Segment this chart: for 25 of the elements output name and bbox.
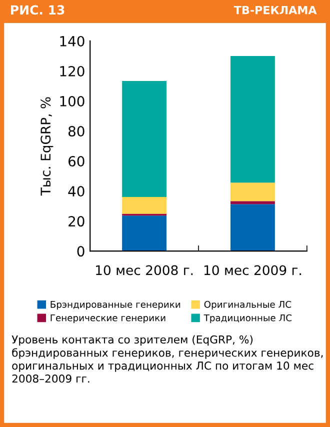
legend-label: Традиционные ЛС [204,314,292,324]
legend-label: Генерические генерики [50,314,166,324]
chart-subtitle: ТВ-РЕКЛАМА [234,6,317,14]
legend-label: Оригинальные ЛС [204,300,292,310]
bar [230,204,275,252]
bar [122,81,167,198]
y-tick-label: 80 [68,126,84,136]
y-tick-label: 140 [60,36,84,46]
y-tick-label: 100 [60,96,84,106]
y-tick-label: 120 [60,66,84,76]
bar [230,56,275,183]
y-tick-label: 20 [68,216,84,227]
y-axis-title: Тыс. EqGRP, % [40,97,54,196]
bar [122,197,167,214]
text: Уровень контакта со зрителем (EqGRP, %) брэндированных генериков, генерических генериков, оригинальных и традиционных ЛС по итогам 10 мес 2008–2009 гг. [12,335,323,383]
chart-title: РИС. 13 [11,5,64,15]
y-tick-label: 60 [68,156,84,167]
legend-label: Брэндированные генерики [50,301,180,310]
bar [230,201,275,204]
bar [122,216,167,252]
y-tick-label: 40 [68,186,84,197]
bar [230,182,275,202]
y-tick-label: 0 [77,246,84,257]
x-tick-label: 10 мес 2008 г. [96,265,193,276]
x-tick-label: 10 мес 2009 г. [204,265,301,276]
